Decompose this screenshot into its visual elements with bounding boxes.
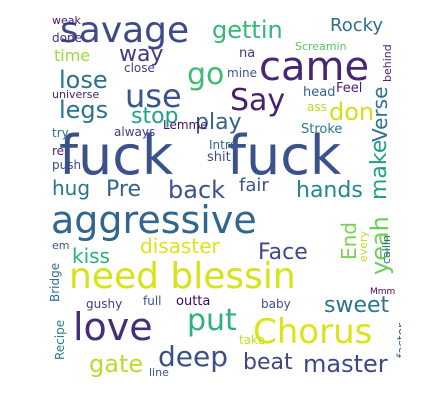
cloud-word: Say [230, 83, 286, 118]
cloud-word: ass [307, 100, 327, 114]
cloud-word: full [143, 294, 162, 308]
cloud-word: back [168, 176, 226, 204]
cloud-word: aggressive [51, 198, 257, 242]
cloud-word: make [367, 139, 392, 200]
cloud-word: line [149, 366, 169, 378]
cloud-word: fuck [227, 124, 342, 187]
cloud-word: behind [381, 44, 394, 82]
cloud-word: Intro [209, 138, 237, 152]
cloud-word: done [52, 31, 82, 45]
cloud-word: deep [158, 340, 228, 373]
cloud-word: universe [52, 88, 100, 101]
cloud-word: Face [258, 240, 308, 265]
cloud-word: need blessin [69, 256, 296, 297]
cloud-word: every [357, 230, 370, 262]
cloud-word: disaster [140, 234, 220, 258]
cloud-word: Mmm [370, 287, 396, 297]
cloud-word: baby [261, 297, 291, 311]
cloud-word: came [259, 44, 370, 90]
cloud-word: Screamin [295, 40, 347, 53]
cloud-word: outta [176, 294, 211, 309]
cloud-word: Lemme [163, 118, 208, 132]
cloud-word: don [329, 98, 375, 126]
cloud-word: em [52, 239, 70, 252]
cloud-word: Bridge [48, 262, 62, 302]
cloud-word: lose [59, 66, 108, 94]
cloud-word: Feel [336, 81, 363, 96]
cloud-word: fuck [59, 124, 174, 187]
cloud-word: Stroke [301, 122, 343, 137]
cloud-word: Recipe [53, 319, 67, 360]
cloud-word: faster [395, 323, 401, 358]
cloud-word: na [239, 46, 256, 61]
cloud-word: kiss [72, 244, 110, 268]
cloud-word: take [239, 333, 265, 347]
cloud-word: Chorus [253, 312, 373, 352]
cloud-word: Pre [106, 177, 141, 202]
cloud-word: try [52, 126, 69, 140]
cloud-word: time [54, 46, 91, 65]
cloud-word: love [73, 305, 153, 349]
cloud-word: mine [227, 66, 258, 80]
word-cloud: fuck fuck aggressive need blessin savage… [39, 2, 401, 378]
cloud-word: stop [131, 104, 179, 129]
cloud-word: put [187, 303, 237, 338]
cloud-word: go [187, 57, 225, 92]
cloud-word: Rocky [330, 15, 384, 36]
cloud-word: savage [60, 10, 190, 51]
cloud-word: way [119, 42, 164, 67]
cloud-word: use [125, 77, 182, 115]
cloud-word: fair [239, 175, 269, 196]
cloud-word: close [124, 61, 155, 75]
cloud-word: weak [52, 14, 81, 27]
cloud-word: shit [207, 150, 231, 165]
cloud-word: beat [243, 350, 293, 375]
cloud-word: legs [59, 96, 109, 124]
cloud-word: sweet [324, 293, 390, 318]
cloud-word: gate [89, 350, 144, 378]
cloud-word: head [303, 85, 336, 100]
cloud-word: hug [52, 176, 91, 200]
cloud-word: hands [296, 178, 363, 203]
cloud-word: gettin [212, 16, 283, 44]
cloud-word: callin [380, 235, 393, 264]
cloud-word: gushy [86, 297, 123, 311]
cloud-word: re [52, 144, 65, 158]
cloud-word: push [52, 158, 82, 172]
cloud-word: always [114, 125, 156, 139]
cloud-word: End [337, 221, 361, 260]
cloud-word: master [303, 350, 388, 378]
cloud-word: play [195, 110, 242, 135]
cloud-word: Verse [368, 86, 392, 142]
